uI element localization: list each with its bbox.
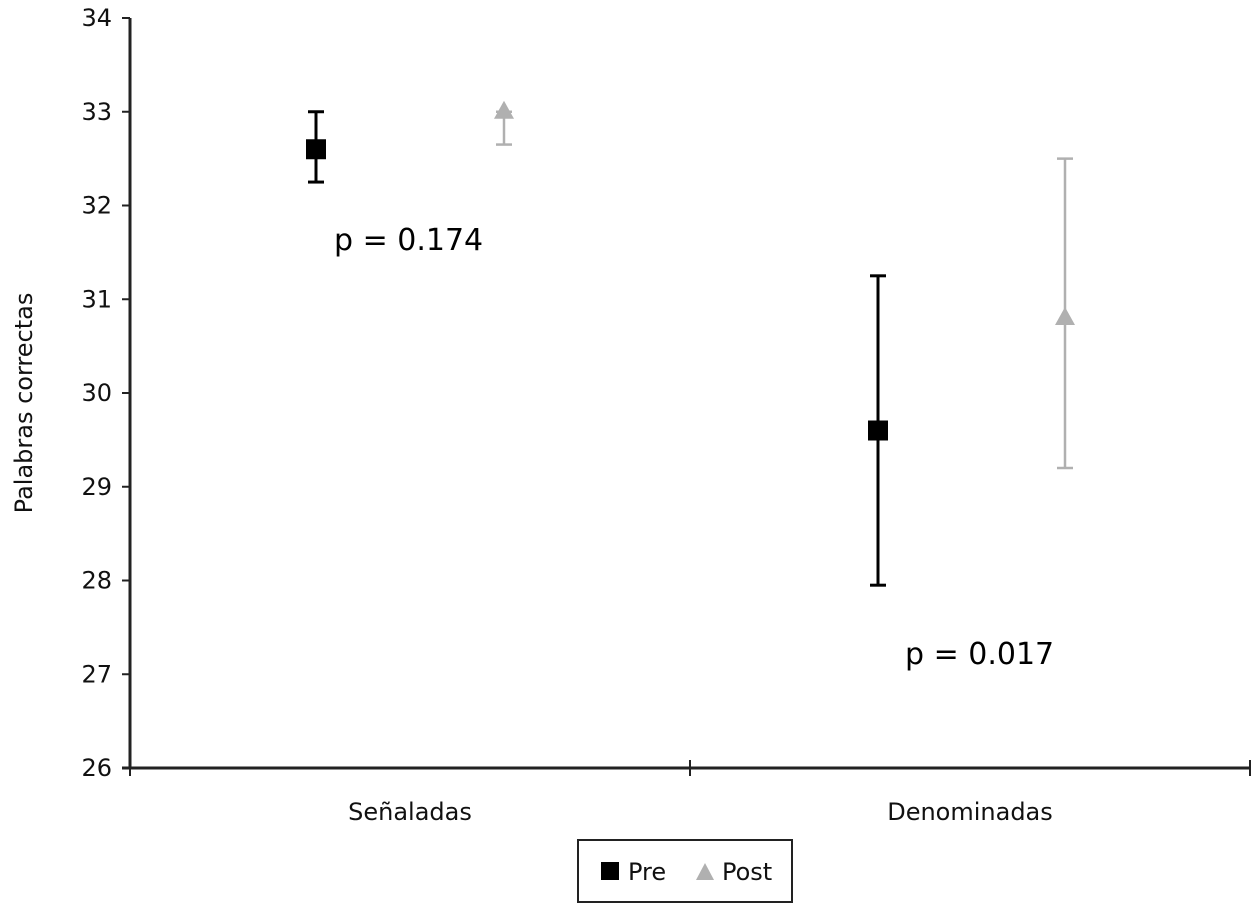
y-tick-label-33: 33 xyxy=(81,98,112,126)
data-point-pre-denominadas xyxy=(868,420,888,441)
plot-marks xyxy=(306,100,1075,587)
data-point-pre-senaladas xyxy=(306,139,326,160)
y-axis: 26 27 28 29 30 31 32 33 34 Palabras correctas xyxy=(10,4,132,782)
x-axis: Señaladas Denominadas xyxy=(122,760,1251,826)
y-tick-label-29: 29 xyxy=(81,473,112,501)
x-ticks xyxy=(129,760,1251,776)
category-label-senaladas: Señaladas xyxy=(348,798,472,826)
legend-post-marker xyxy=(696,863,714,880)
y-tick-label-30: 30 xyxy=(81,379,112,407)
annotations: p = 0.174 p = 0.017 xyxy=(334,223,1054,672)
legend-pre-marker xyxy=(601,862,619,880)
p-value-annotation-senaladas: p = 0.174 xyxy=(334,223,483,258)
data-point-post-denominadas xyxy=(1055,307,1075,325)
y-tick-label-32: 32 xyxy=(81,192,112,220)
category-label-denominadas: Denominadas xyxy=(887,798,1053,826)
y-tick-label-27: 27 xyxy=(81,660,112,688)
y-tick-label-34: 34 xyxy=(81,4,112,32)
legend: Pre Post xyxy=(577,839,793,903)
y-axis-title: Palabras correctas xyxy=(10,293,38,514)
y-tick-label-31: 31 xyxy=(81,285,112,313)
y-ticks: 26 27 28 29 30 31 32 33 34 xyxy=(81,4,130,782)
data-point-post-senaladas xyxy=(494,100,514,119)
y-tick-label-26: 26 xyxy=(81,754,112,782)
legend-pre-label: Pre xyxy=(628,858,666,886)
legend-post-label: Post xyxy=(722,858,772,886)
p-value-annotation-denominadas: p = 0.017 xyxy=(905,637,1054,672)
y-tick-label-28: 28 xyxy=(81,567,112,595)
